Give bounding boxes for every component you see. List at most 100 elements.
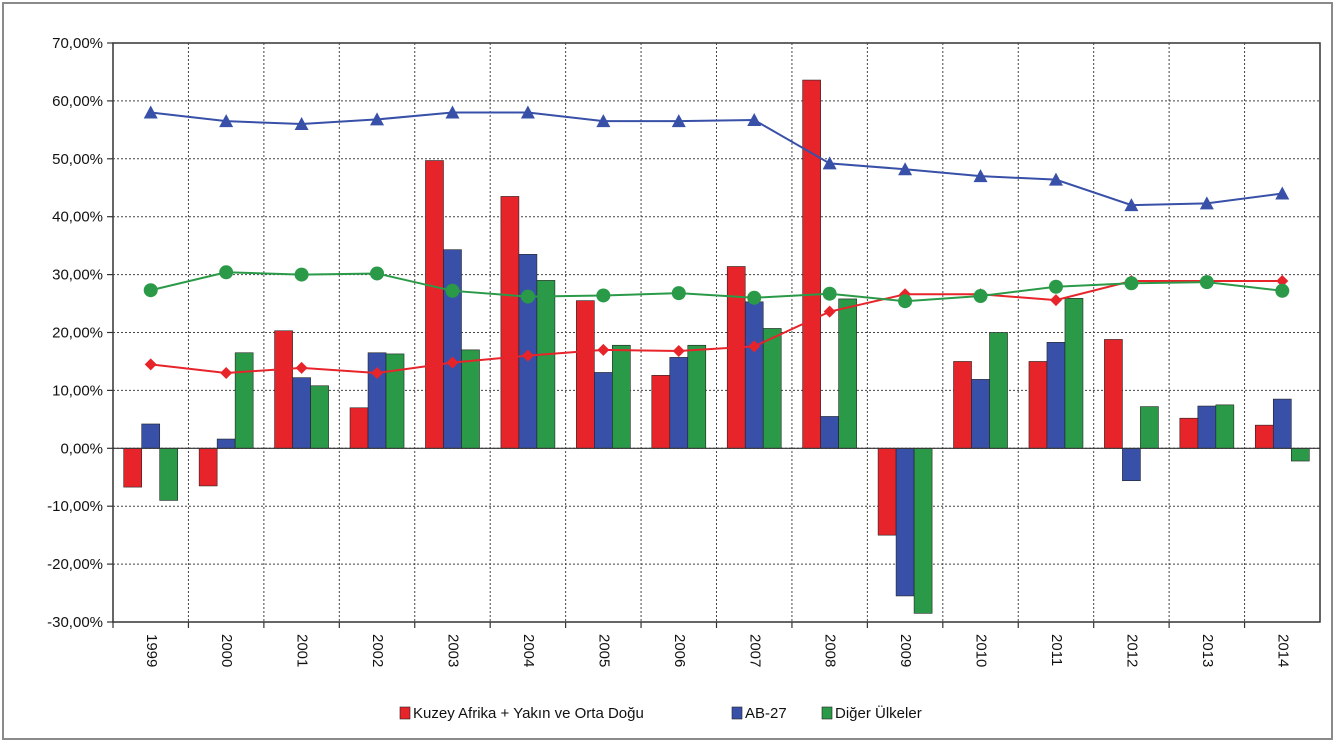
x-tick-label: 2005 (595, 634, 612, 667)
bar (594, 372, 613, 449)
line-point (822, 156, 837, 170)
y-tick-label: 40,00% (52, 209, 103, 226)
legend-swatch (399, 706, 411, 720)
bar (913, 447, 933, 614)
line-point (294, 267, 309, 282)
line-point (596, 114, 611, 128)
bar (802, 79, 821, 449)
line-point (445, 283, 460, 298)
line-point (596, 288, 611, 303)
x-tick-label: 2000 (218, 634, 235, 667)
bar (1197, 405, 1217, 449)
bar (1272, 398, 1292, 449)
line-point (521, 349, 534, 362)
line-point (1048, 279, 1063, 294)
line-point (370, 266, 385, 281)
axes: -30,00% -20,00% -10,00% 0,00% 10,00% 20,00% 30… (47, 35, 1320, 667)
line-point (1048, 172, 1063, 186)
bar (536, 280, 556, 449)
line-point (371, 367, 384, 380)
bar (1046, 342, 1066, 449)
y-tick-label: -20,00% (47, 556, 103, 573)
bar (500, 196, 520, 449)
bar (274, 330, 293, 449)
bar (159, 447, 179, 501)
line-point (445, 105, 460, 119)
bar (1290, 447, 1310, 462)
bar (838, 298, 857, 449)
legend-label: Kuzey Afrika + Yakın ve Orta Doğu (413, 705, 644, 722)
legend-swatch (731, 706, 743, 720)
bar (216, 438, 236, 449)
line-point (1275, 283, 1290, 298)
legend-swatch (821, 706, 833, 720)
bar (123, 447, 143, 488)
x-tick-label: 2013 (1199, 634, 1216, 667)
legend: Kuzey Afrika + Yakın ve Orta Doğu AB-27 Di… (399, 704, 922, 722)
bar (1028, 361, 1048, 449)
line-point (973, 289, 988, 304)
y-tick-label: 50,00% (52, 151, 103, 168)
bar (385, 353, 405, 449)
x-tick-label: 2011 (1048, 634, 1065, 666)
bar (576, 300, 595, 449)
line-point (520, 289, 535, 304)
legend-label: AB-27 (745, 705, 787, 722)
x-tick-label: 2004 (520, 634, 537, 667)
bar (461, 349, 480, 449)
y-tick-label: 20,00% (52, 325, 103, 342)
line-point (370, 112, 385, 126)
bar (744, 301, 764, 449)
line-point (898, 162, 913, 176)
line-point (143, 283, 158, 298)
line-point (1199, 196, 1214, 210)
bar (877, 447, 897, 536)
line-point (1124, 198, 1139, 212)
bar (726, 266, 746, 449)
line-point (671, 114, 686, 128)
bar (669, 357, 689, 449)
line-point (295, 361, 308, 374)
line-point (446, 356, 459, 369)
y-tick-label: 10,00% (52, 382, 103, 399)
y-tick-label: -30,00% (47, 614, 103, 631)
bars (123, 79, 1310, 614)
bar (895, 447, 915, 597)
series-line (150, 111, 1283, 207)
x-tick-label: 2002 (369, 634, 386, 667)
x-tick-label: 2003 (445, 634, 462, 667)
x-tick-label: 2006 (671, 634, 688, 667)
bar (1104, 339, 1123, 449)
bar (820, 416, 839, 449)
x-tick-label: 2014 (1274, 634, 1291, 667)
y-tick-label: 30,00% (52, 267, 103, 284)
line-point (747, 290, 762, 305)
bar (141, 423, 161, 449)
bar (1064, 298, 1084, 449)
y-tick-label: 0,00% (60, 440, 103, 457)
bar (612, 344, 631, 449)
bar (234, 352, 254, 449)
bar (953, 361, 972, 449)
line-point (219, 265, 234, 280)
line-point (973, 169, 988, 183)
line-point (748, 340, 761, 353)
x-tick-label: 2001 (294, 634, 311, 667)
bar (971, 379, 990, 449)
line-point (1049, 294, 1062, 307)
bar (349, 407, 369, 449)
line-point (898, 294, 913, 309)
bar (1215, 404, 1235, 449)
line-point (294, 117, 309, 131)
x-tick-label: 2009 (897, 634, 914, 667)
grid (112, 42, 1321, 623)
line-point (1275, 186, 1290, 200)
line-point (597, 343, 610, 356)
line-point (671, 286, 686, 301)
bar (1254, 424, 1274, 449)
line-point (822, 286, 837, 301)
y-tick-label: -10,00% (47, 498, 103, 515)
line-point (823, 305, 836, 318)
bar (1140, 406, 1159, 449)
